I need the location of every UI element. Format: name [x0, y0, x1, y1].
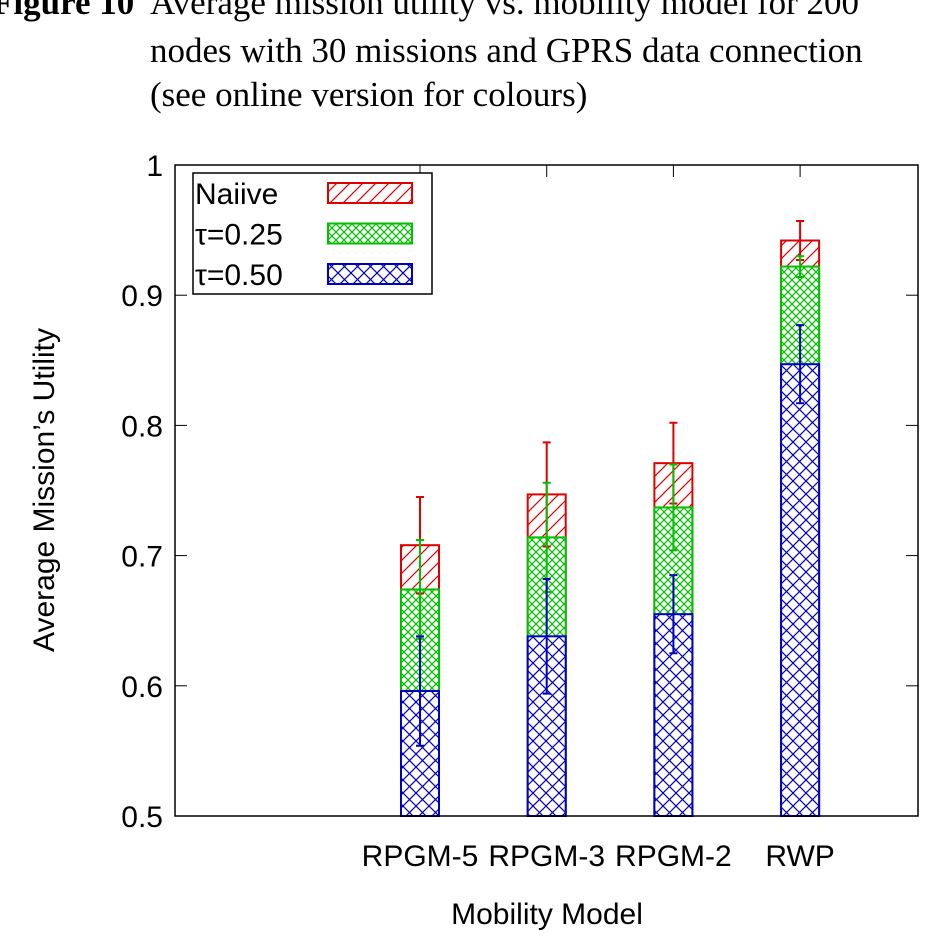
x-axis-label: Mobility Model: [451, 898, 643, 931]
y-tick-label: 0.6: [121, 671, 163, 704]
error-bar: [542, 578, 551, 695]
caption-label: Figure 10: [0, 0, 134, 22]
caption-line: nodes with 30 missions and GPRS data con…: [150, 31, 863, 70]
y-axis-label: Average Mission’s Utility: [28, 328, 61, 652]
caption-line: Average mission utility vs. mobility mod…: [150, 0, 859, 22]
error-bar: [669, 463, 678, 552]
x-tick-label: RPGM-3: [488, 840, 605, 873]
legend-label: Naiive: [195, 178, 278, 211]
error-bar: [416, 635, 424, 747]
bar: [780, 363, 821, 817]
plot-frame: [174, 164, 919, 817]
y-tick-label: 0.5: [121, 801, 163, 834]
y-tick-label: 0.9: [121, 280, 163, 313]
x-tick-label: RPGM-5: [362, 840, 479, 873]
x-tick-label: RPGM-2: [615, 840, 732, 873]
legend-label: τ=0.25: [195, 219, 283, 252]
y-tick-label: 1: [146, 150, 163, 183]
legend-swatch: [327, 263, 413, 285]
caption-line: (see online version for colours): [150, 75, 587, 114]
legend-label: τ=0.50: [195, 259, 283, 292]
error-bar: [796, 324, 805, 405]
legend-swatch: [327, 222, 413, 245]
error-bar: [669, 574, 678, 655]
x-tick-label: RWP: [765, 840, 834, 873]
error-bar: [796, 255, 805, 278]
y-tick-label: 0.8: [121, 410, 163, 443]
y-tick-label: 0.7: [121, 541, 163, 574]
legend-swatch: [327, 182, 413, 204]
